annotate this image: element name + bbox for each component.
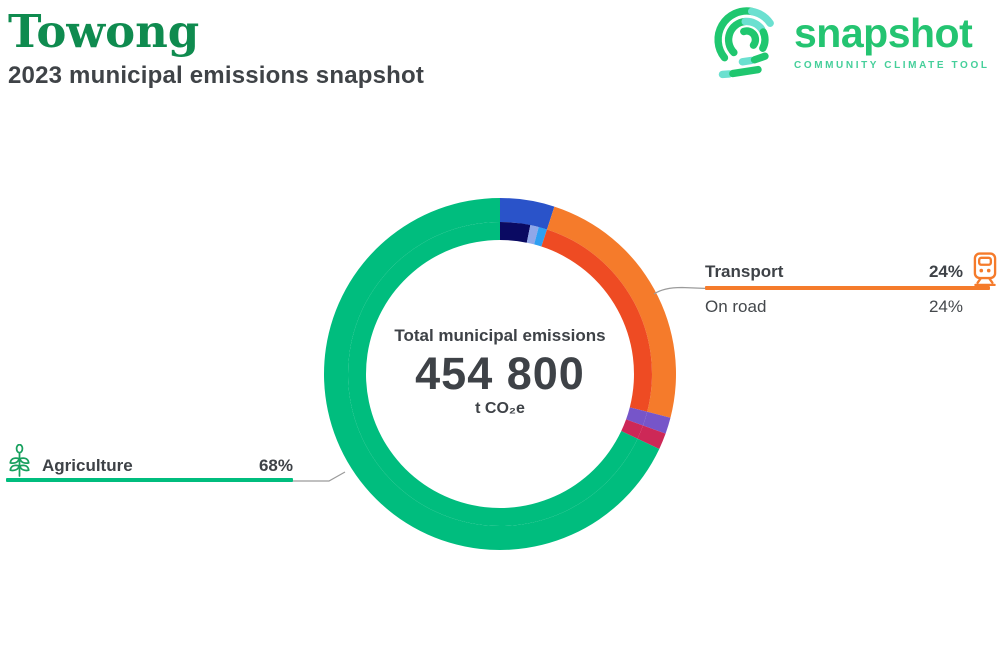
donut-segment [626,407,648,426]
donut-segment [526,225,539,245]
transport-underline [705,286,990,290]
emissions-unit: t CO₂e [475,400,525,417]
donut-segment [643,411,671,434]
snapshot-logo: snapshot COMMUNITY CLIMATE TOOL [712,4,990,84]
onroad-percent: 24% [928,297,963,316]
train-icon [973,252,997,286]
agriculture-connector-line [292,471,346,482]
snapshot-logo-icon [714,7,774,79]
plant-icon [9,444,30,477]
donut-inner-ring [347,222,652,526]
donut-segment [546,206,677,418]
municipality-title: Towong [8,5,200,58]
agriculture-label: Agriculture [42,456,133,475]
logo-text: snapshot COMMUNITY CLIMATE TOOL [794,10,990,84]
agriculture-percent: 68% [258,456,293,475]
header: Towong 2023 municipal emissions snapshot [8,6,424,90]
donut-segment [637,425,666,449]
transport-header-row: Transport 24% [705,262,963,282]
transport-label: Transport [705,262,784,281]
donut-segment [621,419,644,439]
donut-segment [534,227,547,247]
agriculture-header-row: Agriculture 68% [6,444,293,477]
onroad-row: On road 24% [705,297,963,317]
transport-connector-line [653,286,709,295]
logo-wordmark: snapshot [794,10,973,56]
donut-segment [541,229,652,412]
logo-tagline: COMMUNITY CLIMATE TOOL [794,60,990,72]
total-emissions-value: 454 800 [415,348,585,399]
transport-callout: Transport 24% On road 24% [705,252,997,317]
donut-segment [500,222,531,243]
total-emissions-label: Total municipal emissions [394,326,606,345]
onroad-label: On road [705,297,767,316]
page-subtitle: 2023 municipal emissions snapshot [8,61,425,89]
donut-outer-ring [324,198,677,550]
transport-percent: 24% [928,262,963,281]
agriculture-callout: Agriculture 68% [6,444,293,482]
donut-chart [324,198,677,550]
donut-center-label: Total municipal emissions 454 800 t CO₂e [350,326,650,418]
donut-segment [500,198,555,230]
agriculture-underline [6,478,293,482]
